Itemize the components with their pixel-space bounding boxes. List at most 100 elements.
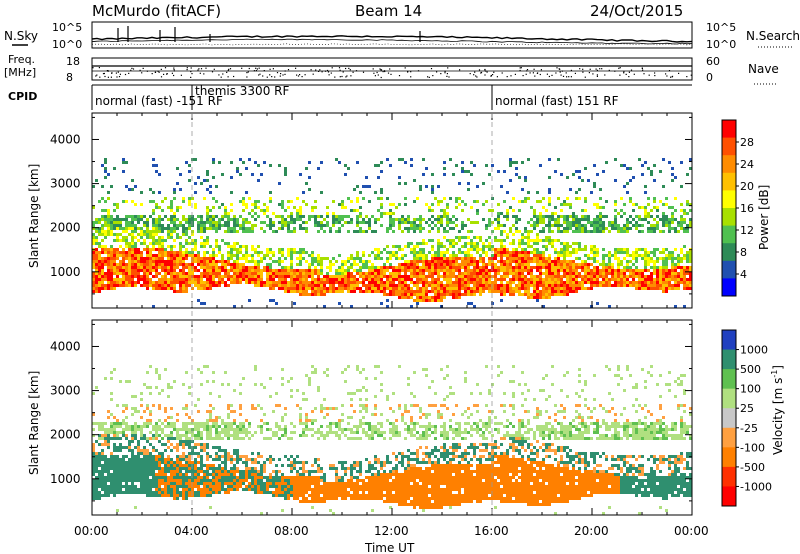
heatmap-cell <box>584 272 587 275</box>
heatmap-cell <box>569 254 572 257</box>
heatmap-cell <box>431 284 434 287</box>
heatmap-cell <box>491 275 494 278</box>
heatmap-cell <box>101 284 104 287</box>
heatmap-cell <box>170 257 173 260</box>
heatmap-cell <box>536 254 539 257</box>
heatmap-cell <box>491 221 494 224</box>
heatmap-cell <box>608 230 611 233</box>
heatmap-cell <box>134 485 137 488</box>
heatmap-cell <box>530 230 533 233</box>
heatmap-cell <box>512 293 515 296</box>
heatmap-cell <box>443 278 446 281</box>
heatmap-cell <box>536 233 539 236</box>
heatmap-cell <box>290 284 293 287</box>
heatmap-cell <box>209 278 212 281</box>
heatmap-cell <box>611 275 614 278</box>
heatmap-cell <box>134 266 137 269</box>
heatmap-cell <box>164 425 167 428</box>
heatmap-cell <box>107 470 110 473</box>
heatmap-cell <box>206 263 209 266</box>
heatmap-cell <box>119 479 122 482</box>
heatmap-cell <box>467 287 470 290</box>
heatmap-cell <box>446 269 449 272</box>
heatmap-cell <box>158 266 161 269</box>
heatmap-cell <box>164 407 167 410</box>
heatmap-cell <box>104 455 107 458</box>
heatmap-cell <box>569 272 572 275</box>
heatmap-cell <box>131 452 134 455</box>
heatmap-cell <box>476 242 479 245</box>
heatmap-cell <box>212 284 215 287</box>
heatmap-cell <box>164 197 167 200</box>
heatmap-cell <box>128 263 131 266</box>
heatmap-cell <box>281 227 284 230</box>
heatmap-cell <box>608 263 611 266</box>
heatmap-cell <box>602 221 605 224</box>
heatmap-cell <box>347 260 350 263</box>
freq-dot <box>380 69 382 71</box>
heatmap-cell <box>95 227 98 230</box>
heatmap-cell <box>569 206 572 209</box>
heatmap-cell <box>686 281 689 284</box>
heatmap-cell <box>500 299 503 302</box>
heatmap-cell <box>182 218 185 221</box>
heatmap-cell <box>242 227 245 230</box>
heatmap-cell <box>413 275 416 278</box>
heatmap-cell <box>518 242 521 245</box>
heatmap-cell <box>101 281 104 284</box>
heatmap-cell <box>101 230 104 233</box>
heatmap-cell <box>629 281 632 284</box>
heatmap-cell <box>293 206 296 209</box>
heatmap-cell <box>392 221 395 224</box>
heatmap-cell <box>602 227 605 230</box>
heatmap-cell <box>440 266 443 269</box>
heatmap-cell <box>293 284 296 287</box>
heatmap-cell <box>650 278 653 281</box>
heatmap-cell <box>188 179 191 182</box>
heatmap-cell <box>680 260 683 263</box>
heatmap-cell <box>92 488 95 491</box>
heatmap-cell <box>590 221 593 224</box>
heatmap-cell <box>482 203 485 206</box>
heatmap-cell <box>389 221 392 224</box>
heatmap-cell <box>608 278 611 281</box>
heatmap-cell <box>137 440 140 443</box>
heatmap-cell <box>287 206 290 209</box>
heatmap-cell <box>314 206 317 209</box>
heatmap-cell <box>248 269 251 272</box>
freq-dot <box>319 69 321 71</box>
heatmap-cell <box>416 296 419 299</box>
heatmap-cell <box>635 284 638 287</box>
heatmap-cell <box>206 188 209 191</box>
heatmap-cell <box>479 269 482 272</box>
freq-dot <box>348 67 350 69</box>
heatmap-cell <box>152 257 155 260</box>
heatmap-cell <box>131 236 134 239</box>
heatmap-cell <box>176 224 179 227</box>
heatmap-cell <box>263 254 266 257</box>
heatmap-cell <box>440 242 443 245</box>
heatmap-cell <box>512 254 515 257</box>
heatmap-cell <box>446 203 449 206</box>
heatmap-cell <box>380 284 383 287</box>
heatmap-cell <box>491 230 494 233</box>
heatmap-cell <box>281 269 284 272</box>
heatmap-cell <box>419 185 422 188</box>
heatmap-cell <box>491 284 494 287</box>
heatmap-cell <box>296 287 299 290</box>
heatmap-cell <box>584 260 587 263</box>
heatmap-cell <box>110 185 113 188</box>
heatmap-cell <box>278 278 281 281</box>
heatmap-cell <box>119 458 122 461</box>
heatmap-cell <box>203 224 206 227</box>
heatmap-cell <box>155 275 158 278</box>
heatmap-cell <box>242 209 245 212</box>
heatmap-cell <box>467 182 470 185</box>
heatmap-cell <box>557 293 560 296</box>
heatmap-cell <box>107 428 110 431</box>
heatmap-cell <box>308 281 311 284</box>
heatmap-cell <box>233 305 236 308</box>
freq-dot <box>519 69 521 72</box>
heatmap-cell <box>431 254 434 257</box>
heatmap-cell <box>542 215 545 218</box>
